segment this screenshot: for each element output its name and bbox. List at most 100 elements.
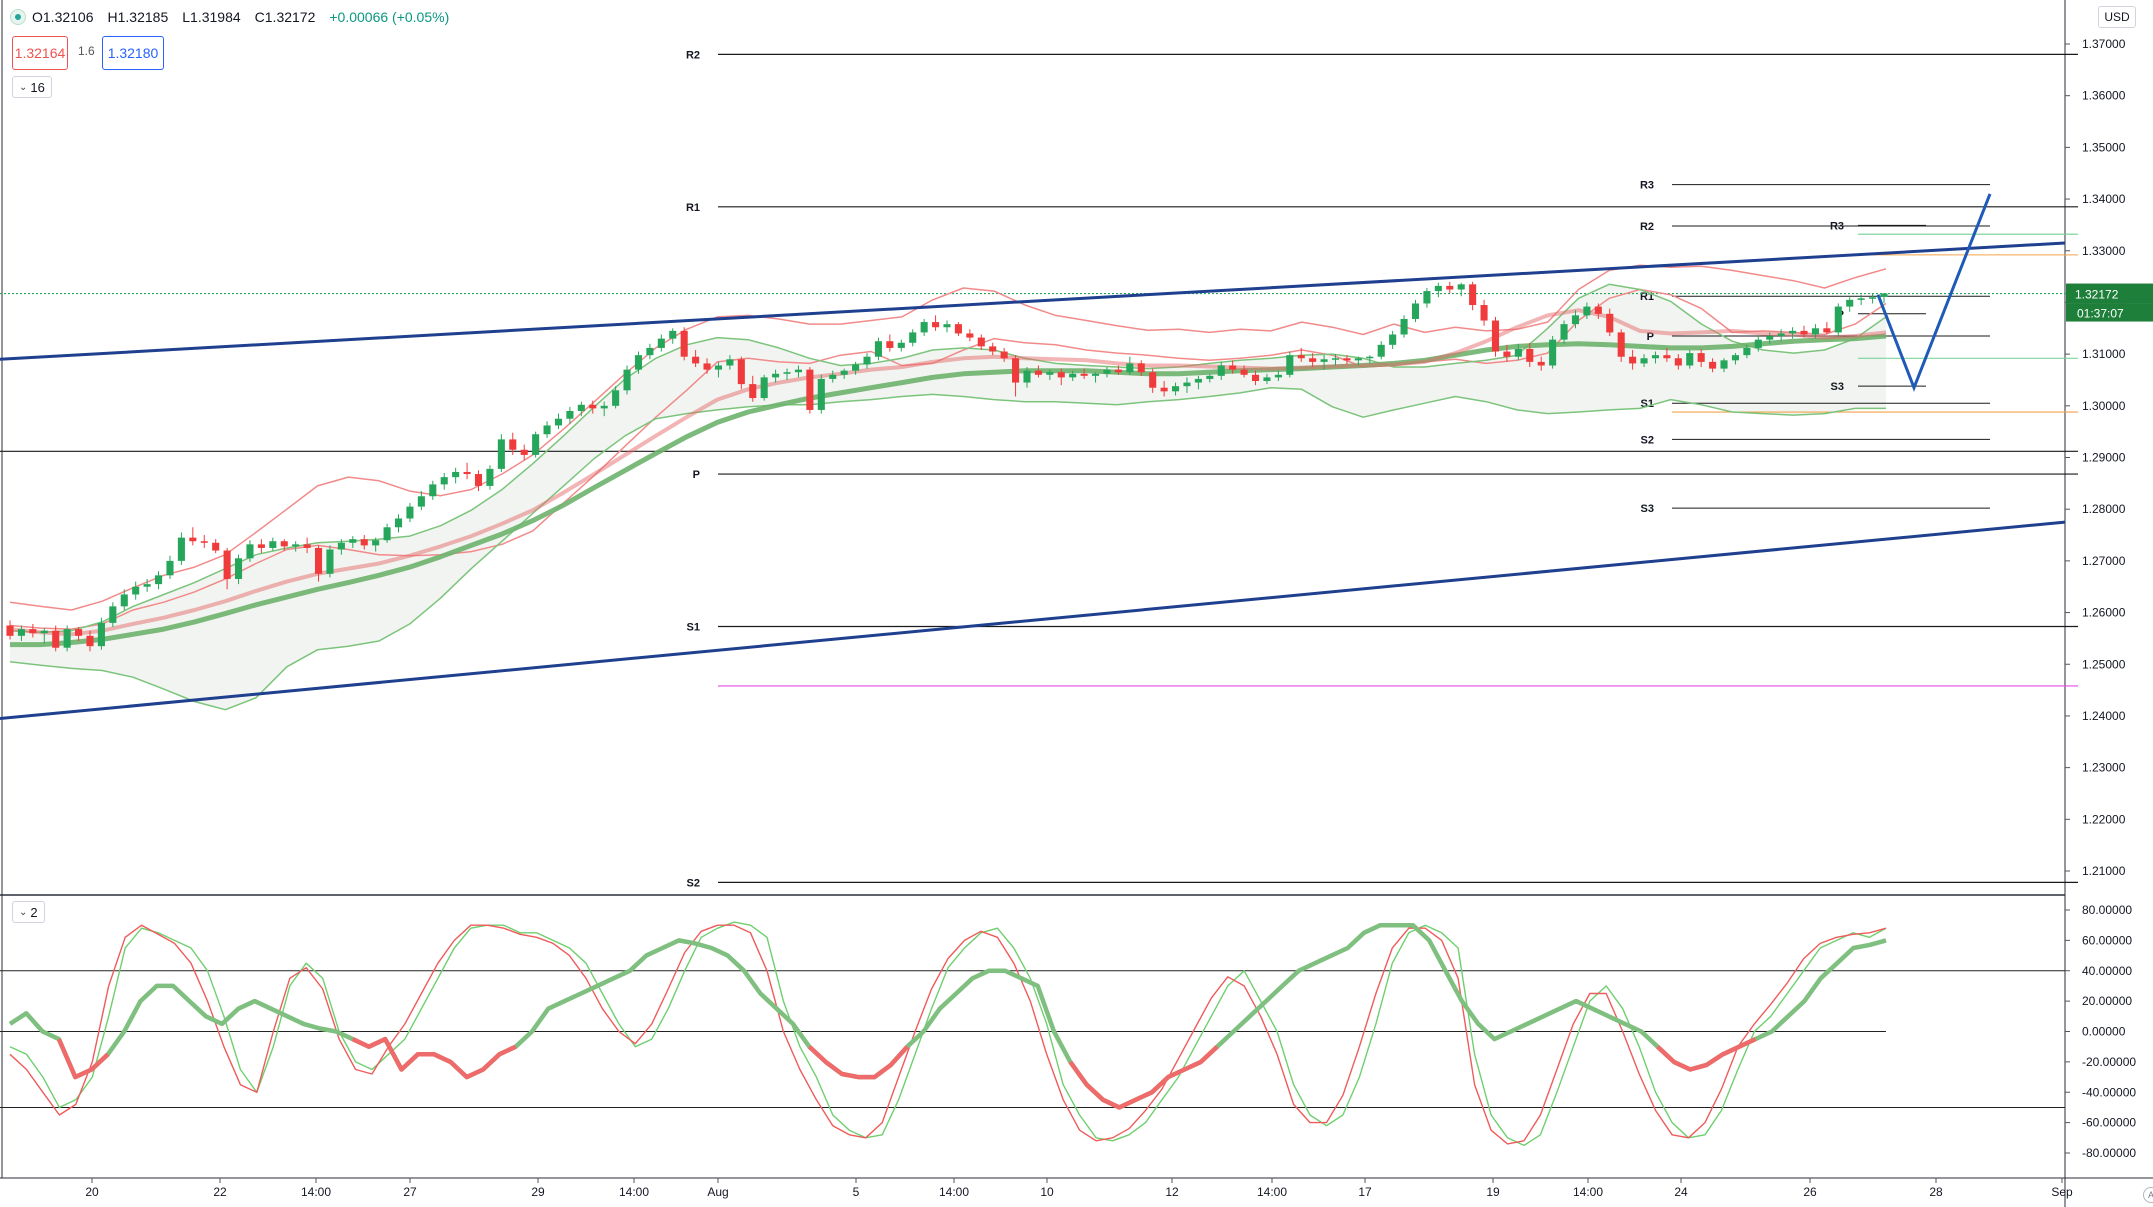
candle-body bbox=[1869, 297, 1877, 299]
candle-body bbox=[509, 439, 517, 450]
candle-body bbox=[29, 629, 37, 634]
indicators-toggle[interactable]: ⌄ 16 bbox=[12, 76, 52, 98]
candle-body bbox=[1377, 344, 1385, 357]
candle-body bbox=[1720, 360, 1728, 369]
time-tick-label: 24 bbox=[1674, 1185, 1688, 1199]
change-value: +0.00066 (+0.05%) bbox=[329, 9, 450, 25]
candle-body bbox=[269, 541, 277, 548]
time-tick-label: 12 bbox=[1165, 1185, 1179, 1199]
price-tick-label: 1.21000 bbox=[2082, 864, 2126, 878]
trend-channel-lower-channel bbox=[0, 520, 2066, 721]
candle-body bbox=[783, 372, 791, 374]
candle-body bbox=[680, 330, 688, 357]
oscillator-negative-segment bbox=[351, 1036, 517, 1080]
candle-body bbox=[794, 369, 802, 373]
time-tick-label: 14:00 bbox=[301, 1185, 331, 1199]
candle-body bbox=[874, 341, 882, 357]
candle-body bbox=[749, 384, 757, 399]
candle-body bbox=[1126, 363, 1134, 373]
buy-button[interactable]: 1.32180 bbox=[102, 36, 164, 70]
candle-body bbox=[532, 434, 540, 455]
candle-body bbox=[52, 630, 60, 648]
green-band-lower bbox=[9, 386, 1886, 711]
candle-body bbox=[1823, 328, 1831, 333]
candle-body bbox=[634, 355, 643, 370]
oscillator-negative-segment bbox=[56, 1038, 110, 1080]
candle-body bbox=[1320, 359, 1328, 362]
candle-body bbox=[143, 584, 151, 587]
candle-body bbox=[6, 625, 14, 636]
candle-body bbox=[1366, 356, 1374, 359]
candle-body bbox=[1080, 373, 1088, 376]
low-value: 1.31984 bbox=[190, 9, 241, 25]
candle-body bbox=[1480, 305, 1488, 321]
weekly-pivot-label: R3 bbox=[1640, 180, 1654, 192]
candle-body bbox=[520, 449, 528, 455]
price-tick-label: 1.30000 bbox=[2082, 399, 2126, 413]
candle-body bbox=[120, 594, 128, 607]
candle-body bbox=[17, 629, 25, 636]
candle-body bbox=[1857, 298, 1865, 300]
oscillator-negative-segment bbox=[1656, 1037, 1757, 1072]
candle-body bbox=[829, 374, 837, 379]
candle-body bbox=[1629, 356, 1637, 364]
candle-body bbox=[360, 539, 368, 546]
candle-body bbox=[726, 359, 734, 366]
candle-body bbox=[132, 586, 140, 595]
time-tick-label: Aug bbox=[707, 1185, 728, 1199]
time-tick-label: 14:00 bbox=[619, 1185, 649, 1199]
oscillator-indicators-toggle[interactable]: ⌄ 2 bbox=[12, 901, 45, 923]
candle-body bbox=[886, 341, 894, 348]
candle-body bbox=[1503, 351, 1511, 357]
candle-body bbox=[760, 377, 768, 399]
candle-body bbox=[1092, 373, 1100, 376]
candle-body bbox=[234, 558, 243, 579]
candle-body bbox=[440, 477, 448, 485]
weekly-pivot-label: R2 bbox=[1640, 221, 1654, 233]
auto-scale-button[interactable]: A bbox=[2143, 1187, 2153, 1203]
candle-body bbox=[257, 544, 265, 548]
candle-body bbox=[1160, 387, 1168, 392]
daily-pivot-label: R3 bbox=[1830, 220, 1844, 232]
price-tick-label: 1.22000 bbox=[2082, 812, 2126, 826]
candle-body bbox=[1663, 355, 1671, 359]
candle-body bbox=[1594, 306, 1602, 314]
last-price-label: 1.32172 bbox=[2075, 288, 2119, 302]
candle-body bbox=[977, 337, 985, 347]
candle-body bbox=[1514, 348, 1522, 357]
candle-body bbox=[1194, 378, 1202, 383]
candle-body bbox=[1846, 299, 1854, 307]
candle-body bbox=[852, 364, 860, 371]
oscillator-tick-label: 40.00000 bbox=[2082, 964, 2132, 978]
time-tick-label: 10 bbox=[1040, 1185, 1054, 1199]
sell-button[interactable]: 1.32164 bbox=[12, 36, 68, 70]
candle-body bbox=[1400, 318, 1408, 335]
oscillator-tick-label: 0.00000 bbox=[2082, 1025, 2126, 1039]
candle-body bbox=[1491, 320, 1500, 352]
candle-body bbox=[737, 359, 745, 385]
candle-body bbox=[1526, 348, 1534, 362]
candle-body bbox=[1743, 347, 1751, 356]
candle-body bbox=[109, 606, 117, 623]
candle-body bbox=[212, 542, 220, 551]
red-band-lower bbox=[9, 288, 1887, 630]
candle-body bbox=[646, 347, 654, 356]
symbol-status-icon[interactable] bbox=[10, 9, 26, 25]
candle-body bbox=[1617, 332, 1625, 357]
currency-button[interactable]: USD bbox=[2098, 6, 2136, 28]
candle-body bbox=[394, 518, 403, 528]
candle-body bbox=[1411, 303, 1420, 319]
time-tick-label: 14:00 bbox=[939, 1185, 969, 1199]
time-tick-label: 22 bbox=[213, 1185, 227, 1199]
candle-body bbox=[1149, 372, 1157, 388]
candle-body bbox=[1286, 355, 1294, 375]
candle-body bbox=[1686, 353, 1694, 366]
candle-body bbox=[337, 542, 345, 550]
last-price-marker bbox=[2066, 283, 2153, 304]
candle-body bbox=[75, 629, 83, 636]
time-tick-label: Sep bbox=[2051, 1185, 2073, 1199]
price-tick-label: 1.36000 bbox=[2082, 89, 2126, 103]
projection-path bbox=[1876, 193, 1992, 392]
spread-value: 1.6 bbox=[78, 44, 95, 58]
